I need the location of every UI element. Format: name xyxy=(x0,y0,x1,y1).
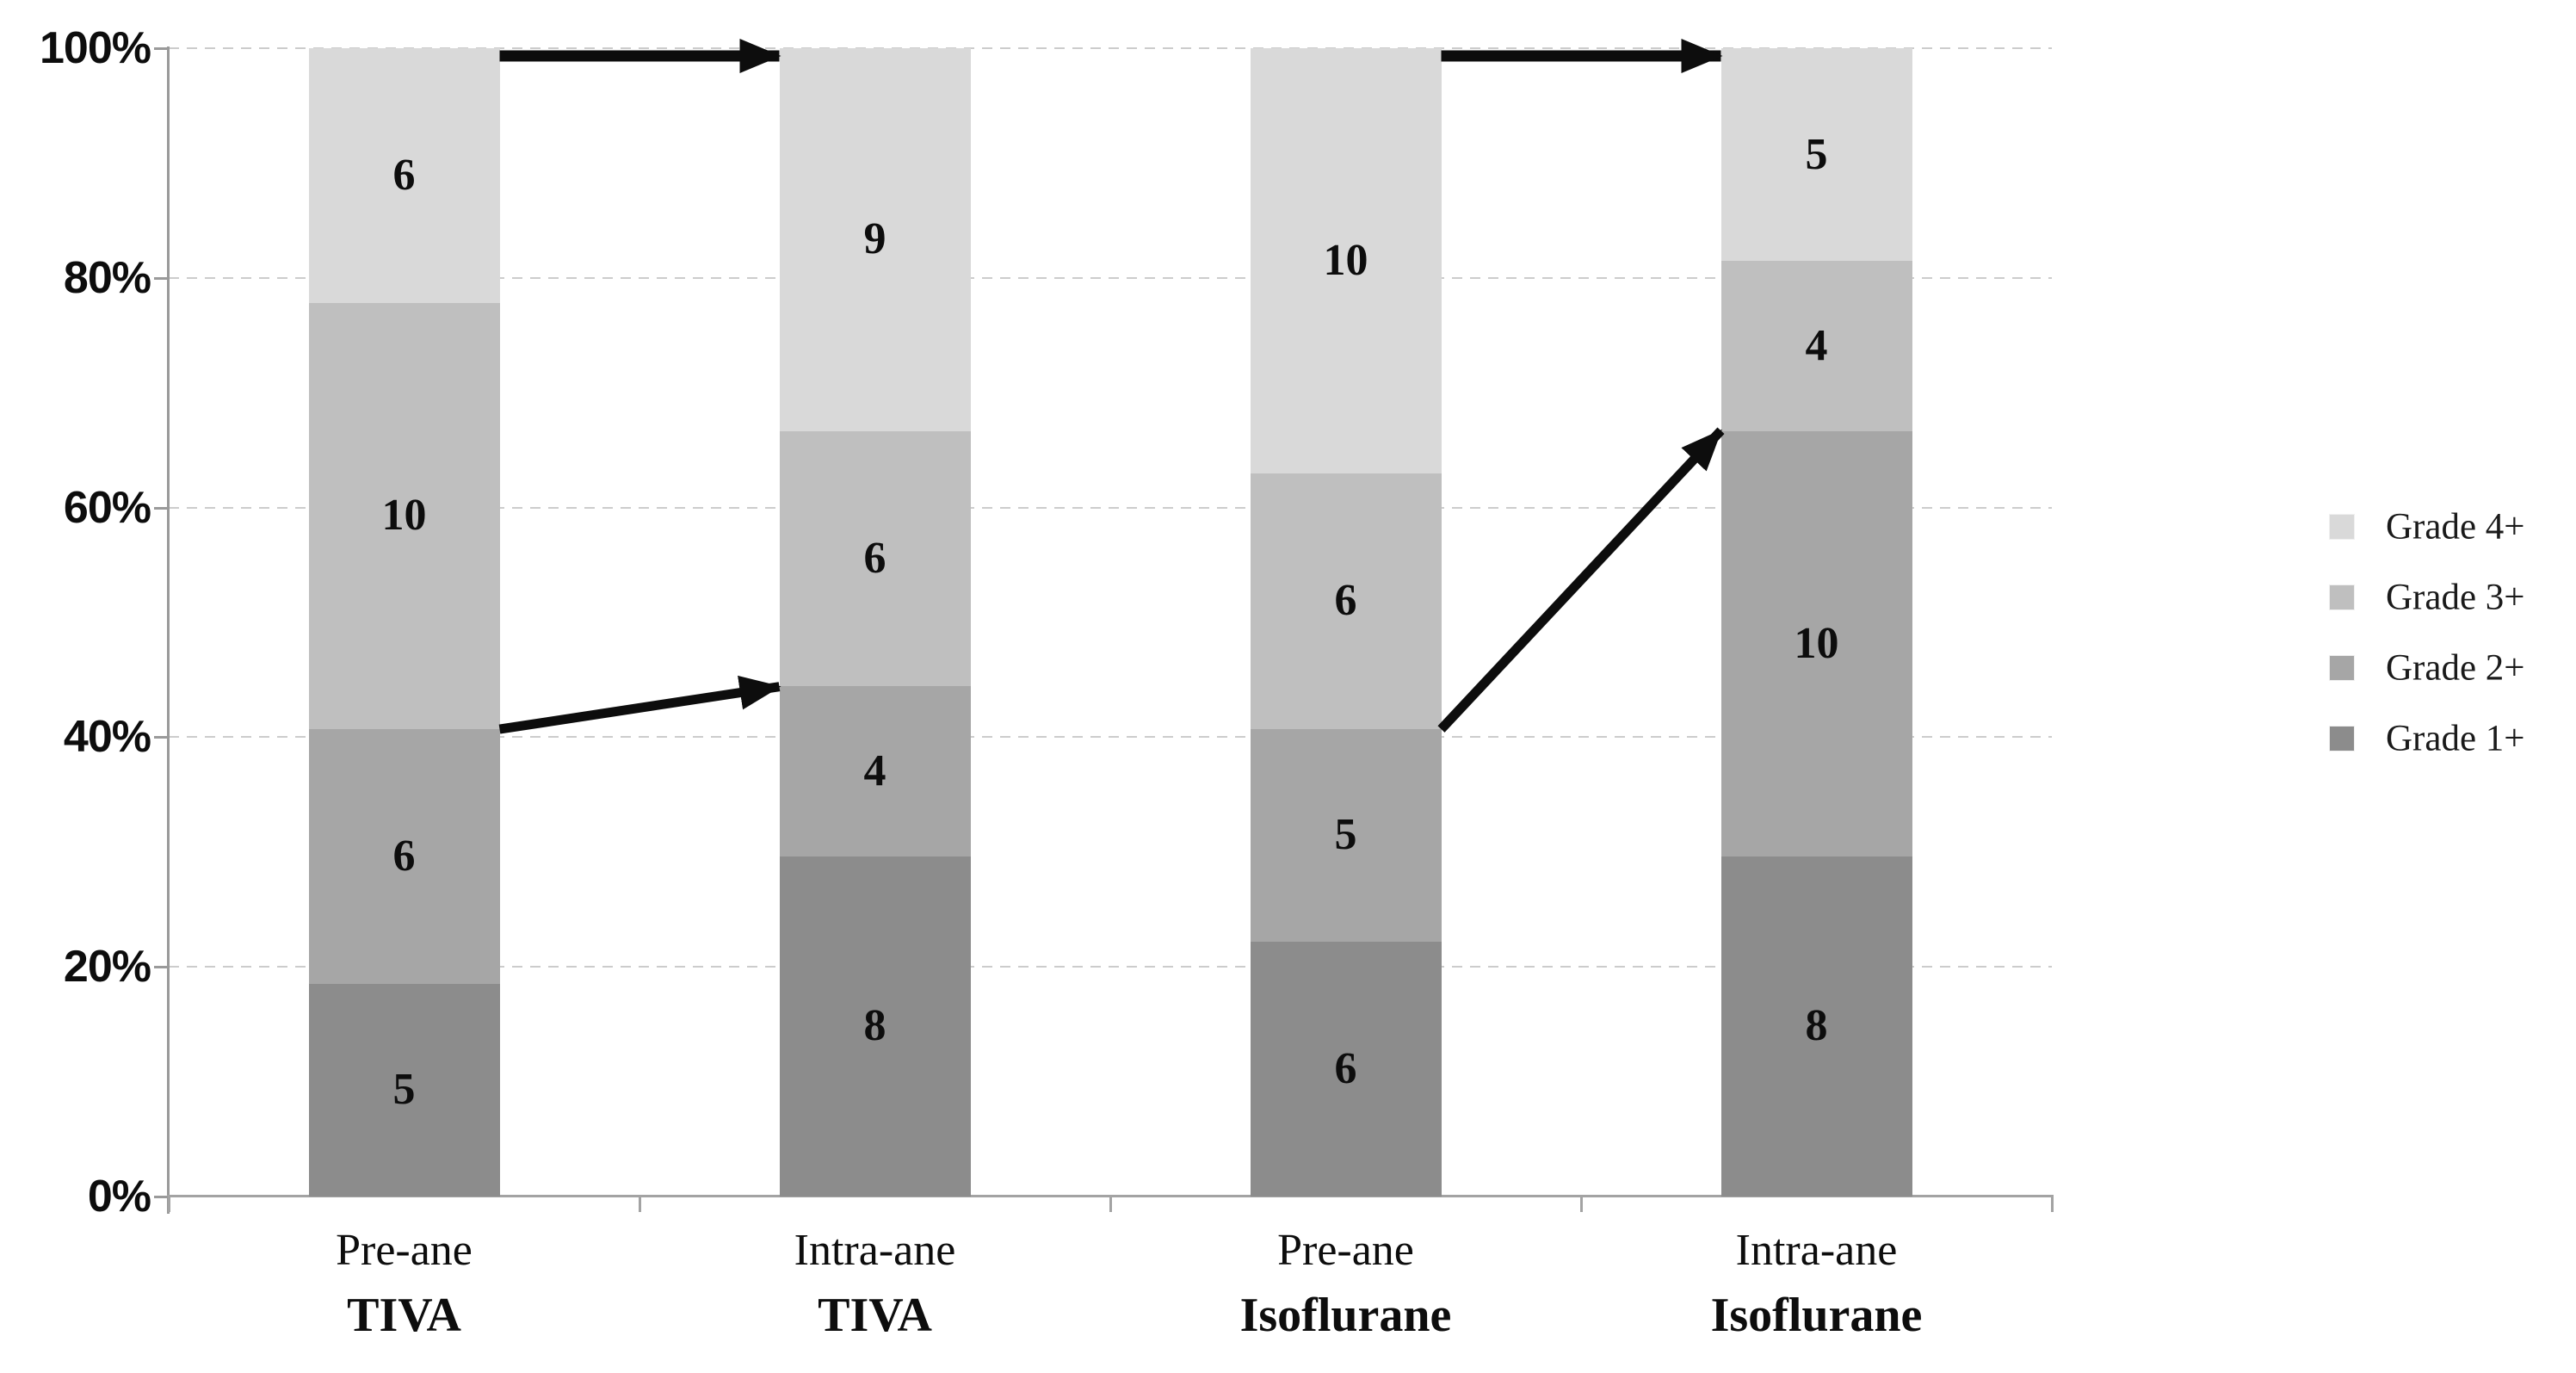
bar-segment-value-label: 8 xyxy=(863,1001,886,1051)
x-axis-tick-1 xyxy=(639,1197,641,1212)
x-axis-tick-2 xyxy=(1109,1197,1112,1212)
bar-segment-grade-3-cat-2: 6 xyxy=(1250,473,1442,729)
category-label-line1-0: Pre-ane xyxy=(336,1226,473,1275)
category-label-line1-2: Pre-ane xyxy=(1277,1226,1414,1275)
y-axis-label-20: 20% xyxy=(63,942,151,993)
category-label-line2-3: Isoflurane xyxy=(1710,1289,1923,1342)
legend-swatch-grade-1- xyxy=(2329,726,2355,751)
bar-segment-grade-2-cat-1: 4 xyxy=(779,686,971,857)
category-label-line2-1: TIVA xyxy=(818,1289,932,1342)
y-axis-label-40: 40% xyxy=(63,712,151,763)
category-label-line2-2: Isoflurane xyxy=(1239,1289,1452,1342)
bar-segment-value-label: 6 xyxy=(392,151,416,201)
bar-segment-grade-4-cat-2: 10 xyxy=(1250,48,1442,474)
bar-segment-value-label: 9 xyxy=(863,214,886,264)
bar-segment-value-label: 6 xyxy=(863,533,886,583)
bar-segment-grade-1-cat-0: 5 xyxy=(308,983,500,1197)
gridline-100 xyxy=(169,47,2052,49)
bar-segment-value-label: 6 xyxy=(1334,1043,1357,1093)
y-axis-line xyxy=(167,46,170,1214)
bar-segment-value-label: 5 xyxy=(1334,810,1357,860)
bar-segment-grade-1-cat-2: 6 xyxy=(1250,941,1442,1197)
legend-label-3: Grade 2+ xyxy=(2386,647,2525,689)
category-label-line2-0: TIVA xyxy=(347,1289,461,1342)
y-axis-tick-60 xyxy=(154,506,168,510)
y-axis-tick-40 xyxy=(154,736,168,739)
x-axis-tick-0 xyxy=(168,1197,170,1212)
bar-segment-value-label: 6 xyxy=(392,831,416,881)
x-axis-tick-3 xyxy=(1580,1197,1583,1212)
y-axis-label-80: 80% xyxy=(63,252,151,303)
bar-segment-grade-4-cat-3: 5 xyxy=(1720,48,1912,262)
legend-swatch-grade-4- xyxy=(2329,514,2355,540)
y-axis-label-100: 100% xyxy=(40,23,151,73)
bar-segment-value-label: 10 xyxy=(1323,236,1368,286)
tiva-grade12-shift-arrow xyxy=(498,675,781,734)
x-axis-tick-4 xyxy=(2051,1197,2054,1212)
legend-swatch-grade-2- xyxy=(2329,655,2355,681)
bar-segment-grade-1-cat-3: 8 xyxy=(1720,856,1912,1197)
bar-segment-grade-4-cat-0: 6 xyxy=(308,48,500,304)
bar-segment-value-label: 10 xyxy=(1794,618,1839,668)
bar-segment-grade-2-cat-2: 5 xyxy=(1250,728,1442,942)
bar-segment-value-label: 6 xyxy=(1334,576,1357,626)
bar-segment-value-label: 4 xyxy=(1805,320,1828,370)
gridline-40 xyxy=(169,736,2052,739)
gridline-60 xyxy=(169,506,2052,509)
iso-grade12-shift-arrow xyxy=(1437,427,1725,733)
y-axis-tick-100 xyxy=(154,47,168,50)
category-label-line1-1: Intra-ane xyxy=(794,1226,956,1275)
bar-segment-grade-3-cat-1: 6 xyxy=(779,430,971,687)
bar-segment-value-label: 4 xyxy=(863,745,886,795)
x-axis-line xyxy=(167,1195,2054,1197)
y-axis-tick-20 xyxy=(154,966,168,969)
bar-segment-grade-3-cat-3: 4 xyxy=(1720,261,1912,431)
bar-segment-value-label: 10 xyxy=(381,491,427,541)
bar-segment-grade-2-cat-3: 10 xyxy=(1720,430,1912,857)
y-axis-label-60: 60% xyxy=(63,482,151,533)
bar-segment-grade-3-cat-0: 10 xyxy=(308,303,500,729)
y-axis-tick-0 xyxy=(154,1196,168,1198)
category-label-line1-3: Intra-ane xyxy=(1735,1226,1898,1275)
legend-label-1: Grade 4+ xyxy=(2386,506,2525,547)
bar-segment-value-label: 8 xyxy=(1805,1001,1828,1051)
bar-segment-value-label: 5 xyxy=(1805,129,1828,179)
bar-segment-grade-2-cat-0: 6 xyxy=(308,728,500,984)
gridline-80 xyxy=(169,276,2052,279)
legend-swatch-grade-3- xyxy=(2329,584,2355,610)
gridline-20 xyxy=(169,966,2052,968)
y-axis-label-0: 0% xyxy=(87,1172,151,1221)
bar-segment-value-label: 5 xyxy=(392,1065,416,1115)
legend-label-2: Grade 3+ xyxy=(2386,577,2525,618)
bar-segment-grade-1-cat-1: 8 xyxy=(779,856,971,1197)
legend-label-4: Grade 1+ xyxy=(2386,718,2525,759)
y-axis-tick-80 xyxy=(154,276,168,280)
bar-segment-grade-4-cat-1: 9 xyxy=(779,48,971,431)
